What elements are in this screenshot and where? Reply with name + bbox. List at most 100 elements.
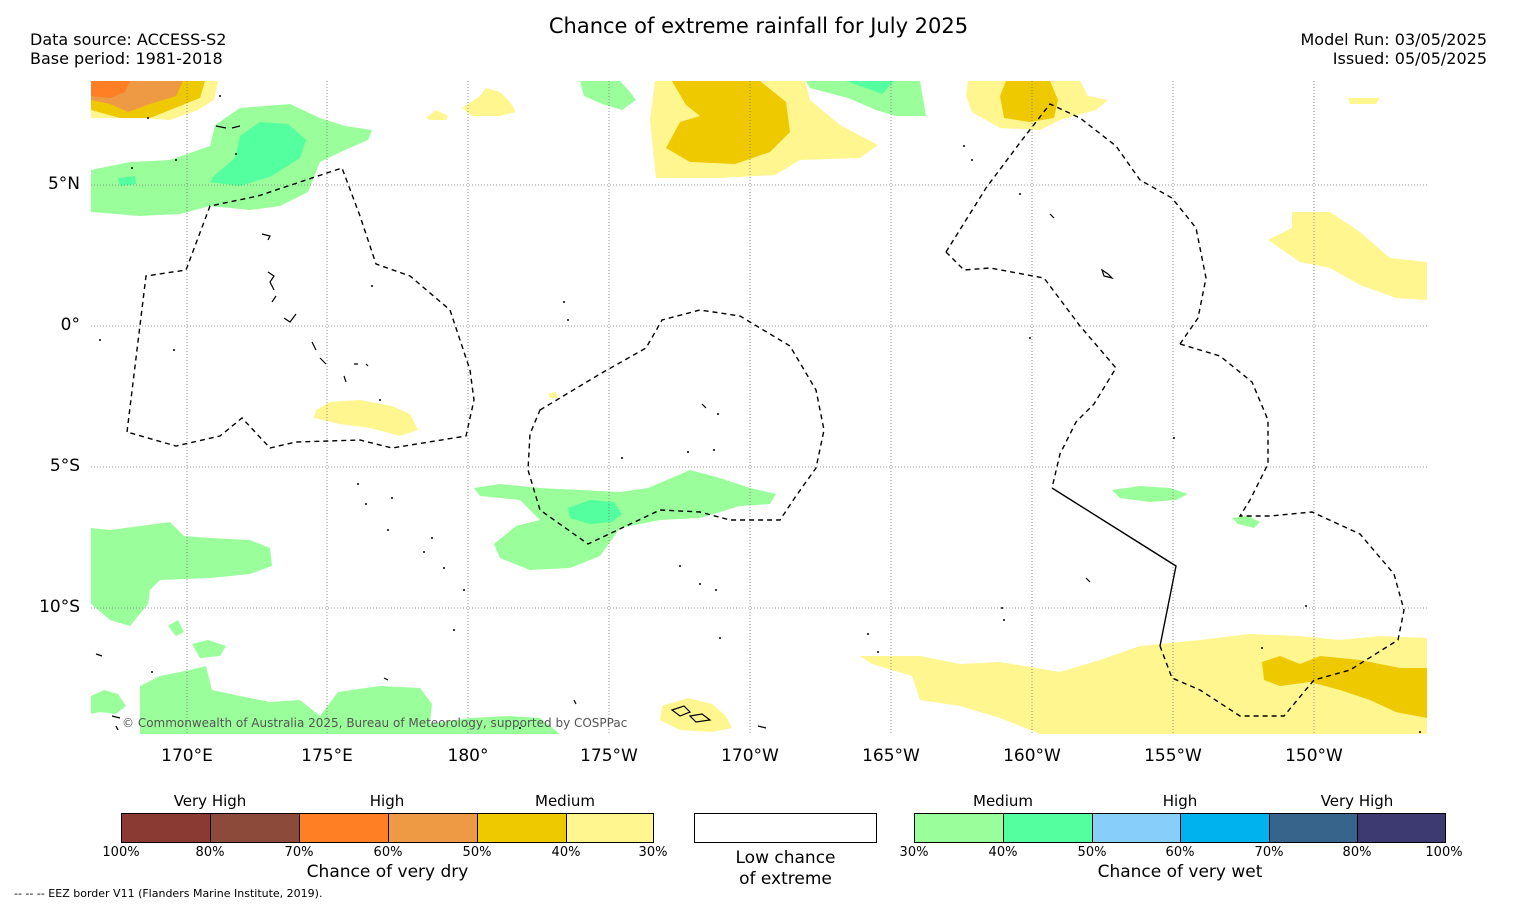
dry-tick: 50%: [462, 845, 492, 860]
model-run-info: Model Run: 03/05/2025 Issued: 05/05/2025: [1301, 30, 1488, 68]
wet-tick: 60%: [1165, 845, 1195, 860]
wet-tick: 30%: [899, 845, 929, 860]
atoll-dot: [963, 145, 965, 147]
dry-legend-caption: Chance of very dry: [306, 862, 469, 882]
atoll-dot: [1001, 607, 1003, 609]
eez-border-kiribati-line-west: [945, 251, 1117, 489]
model-run: Model Run: 03/05/2025: [1300, 30, 1488, 49]
copyright-notice: © Commonwealth of Australia 2025, Bureau…: [122, 716, 628, 730]
atoll-dot: [1261, 647, 1263, 649]
wet-area-south-left: [91, 690, 126, 714]
wet-tick: 80%: [1342, 845, 1372, 860]
wet-swatch-60-70: [1181, 814, 1270, 842]
atoll-dot: [867, 633, 869, 635]
wet-area-south-bottom: [140, 666, 560, 734]
island-gilbert-2: [267, 271, 277, 303]
wet-legend-groups: Medium High Very High: [914, 792, 1446, 812]
atoll-dot: [717, 413, 719, 415]
island-small-2: [1049, 213, 1055, 219]
atoll-dot: [357, 483, 359, 485]
wet-area-north-west: [91, 104, 372, 216]
dry-tick: 80%: [195, 845, 225, 860]
atoll-dot: [1305, 605, 1307, 607]
lat-label-5s: 5°S: [49, 456, 80, 476]
low-chance-caption: Low chance of extreme: [694, 848, 877, 890]
atoll-dot: [1419, 731, 1421, 733]
wet-area-west-small-1: [168, 620, 184, 636]
wet-tick: 50%: [1077, 845, 1107, 860]
wet-area-east-tiny: [1232, 516, 1260, 528]
lat-label-0: 0°: [60, 315, 80, 335]
island-marshall-1: [215, 125, 241, 129]
eez-border-kiribati-gilbert: [126, 167, 475, 449]
wet-area-central-south: [474, 470, 776, 570]
island-gilbert-1: [261, 233, 271, 241]
atoll-dot: [391, 497, 393, 499]
issued-date: Issued: 05/05/2025: [1332, 49, 1487, 68]
dry-tick: 100%: [102, 845, 140, 860]
atoll-dot: [371, 285, 373, 287]
atolls: [99, 95, 1421, 733]
island-small-8: [757, 725, 767, 729]
low-chance-swatch: [694, 813, 877, 843]
dry-area-south-east-core: [1262, 656, 1427, 718]
dry-swatch-60-50: [389, 814, 478, 842]
wet-group-very-high: Very High: [1320, 792, 1394, 810]
atoll-dot: [175, 159, 177, 161]
lat-label-10s: 10°S: [39, 597, 80, 617]
atoll-dot: [519, 727, 521, 729]
data-source-info: Data source: ACCESS-S2 Base period: 1981…: [30, 30, 226, 68]
wet-area-east-small: [1112, 486, 1188, 502]
atoll-dot: [1003, 619, 1005, 621]
lon-label-155w: 155°W: [1144, 746, 1202, 766]
lon-label-170e: 170°E: [161, 746, 213, 766]
lon-label-175e: 175°E: [301, 746, 353, 766]
wet-swatch-70-80: [1270, 814, 1358, 842]
lon-label-170w: 170°W: [721, 746, 779, 766]
wet-swatch-80-100: [1358, 814, 1445, 842]
island-small-5: [111, 715, 121, 731]
atoll-dot: [423, 551, 425, 553]
graticule: [91, 81, 1427, 734]
atoll-dot: [379, 399, 381, 401]
islands: [95, 125, 1114, 731]
atoll-dot: [621, 457, 623, 459]
dry-area-east: [1268, 212, 1427, 300]
dry-area-south-west: [314, 400, 418, 436]
lon-label-160w: 160°W: [1003, 746, 1061, 766]
eez-border-kiribati-line: [945, 103, 1207, 345]
dry-area-north-west-peak: [91, 81, 130, 98]
dry-area-north-small: [462, 88, 516, 116]
dry-area-north-east-tiny: [1348, 98, 1380, 104]
wet-area-west-small-2: [192, 640, 226, 658]
wet-tick: 100%: [1425, 845, 1463, 860]
wet-legend-caption: Chance of very wet: [1097, 862, 1263, 882]
atoll-dot: [147, 117, 149, 119]
atoll-dot: [443, 567, 445, 569]
dry-area-north-tiny: [426, 110, 448, 120]
wet-area-north-center-core: [846, 81, 894, 94]
atoll-dot: [219, 95, 221, 97]
atoll-dot: [387, 529, 389, 531]
eez-border-french-polynesia: [1159, 343, 1405, 717]
atoll-dot: [173, 349, 175, 351]
atoll-dot: [1019, 193, 1021, 195]
atoll-dot: [563, 301, 565, 303]
atoll-dot: [453, 629, 455, 631]
atoll-dot: [1029, 337, 1031, 339]
wet-tick: 70%: [1254, 845, 1284, 860]
dry-tick: 60%: [373, 845, 403, 860]
dry-group-very-high: Very High: [173, 792, 247, 810]
atoll-dot: [715, 589, 717, 591]
island-small-7: [573, 699, 577, 705]
dry-area-tiny-south: [548, 392, 558, 398]
dry-group-medium: Medium: [535, 792, 595, 810]
wet-colorbar: [914, 813, 1446, 843]
wet-legend-ticks: 30% 40% 50% 60% 70% 80% 100%: [900, 845, 1463, 863]
atoll-dot: [971, 159, 973, 161]
dry-swatch-40-30: [567, 814, 653, 842]
map-title: Chance of extreme rainfall for July 2025: [548, 14, 969, 38]
dry-area-north-east-core: [1000, 81, 1058, 122]
wet-swatch-50-60: [1093, 814, 1181, 842]
island-small-3: [1085, 577, 1091, 583]
